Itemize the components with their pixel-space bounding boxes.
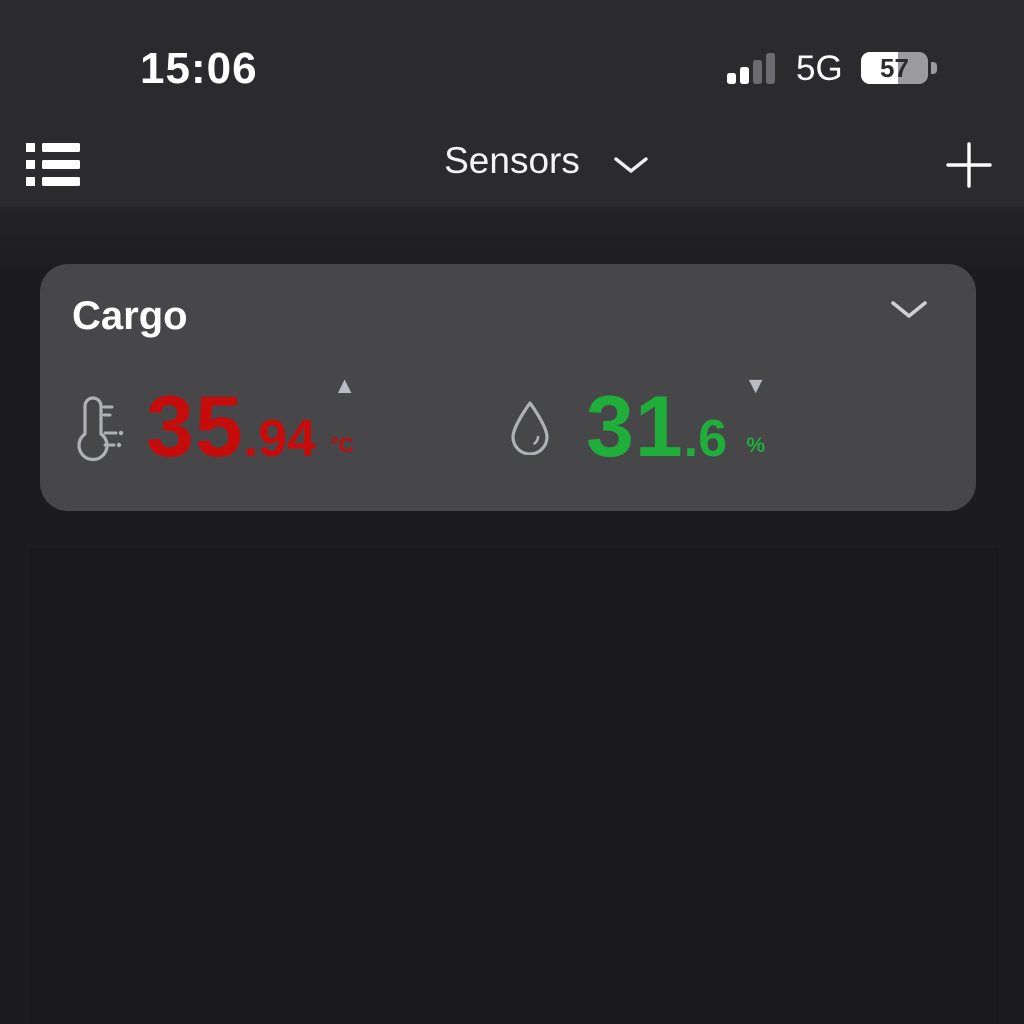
thermometer-icon	[68, 391, 124, 463]
trend-up-icon: ▲	[333, 372, 356, 398]
trend-down-icon: ▼	[744, 372, 768, 398]
sensor-name: Cargo	[72, 294, 188, 338]
temperature-unit: °C	[330, 434, 354, 457]
cellular-signal-icon	[727, 53, 781, 84]
temperature-integer: 35	[146, 379, 244, 475]
humidity-value: 31.6 ▼ %	[586, 374, 769, 471]
temperature-value: 35.94 ▲ °C	[146, 374, 358, 471]
battery-cap	[931, 62, 937, 74]
humidity-reading: 31.6 ▼ %	[508, 374, 769, 471]
temperature-decimal: .94	[243, 410, 316, 468]
battery-level: 57	[880, 52, 909, 83]
nav-title-area: Sensors	[0, 140, 1024, 182]
humidity-decimal: .6	[683, 410, 728, 468]
page-title-dropdown[interactable]: Sensors	[444, 140, 580, 181]
add-sensor-button[interactable]	[946, 142, 992, 188]
network-type-label: 5G	[796, 49, 843, 88]
temperature-reading: 35.94 ▲ °C	[68, 374, 358, 471]
humidity-integer: 31	[586, 379, 684, 475]
header: 15:06 5G 57	[0, 0, 1024, 207]
menu-button[interactable]	[26, 141, 80, 189]
battery-icon: 57	[861, 52, 928, 84]
lower-panel	[30, 548, 999, 1024]
title-chevron-down-icon[interactable]	[614, 156, 648, 174]
battery-fill	[861, 52, 898, 84]
status-time: 15:06	[140, 44, 258, 93]
content-area: Cargo	[0, 207, 1024, 1024]
droplet-icon	[508, 399, 552, 455]
sensor-card[interactable]: Cargo	[40, 264, 976, 511]
card-chevron-down-icon[interactable]	[890, 300, 928, 320]
list-icon	[26, 141, 80, 189]
plus-icon	[946, 142, 992, 188]
humidity-unit: %	[746, 434, 766, 457]
